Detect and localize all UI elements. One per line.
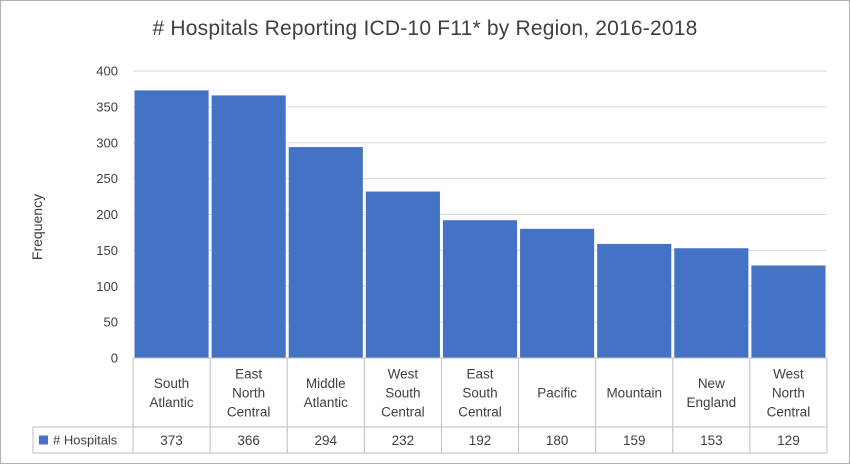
y-tick-300: 300 xyxy=(96,135,118,150)
bar-0 xyxy=(134,90,209,358)
value-label-5: 180 xyxy=(546,433,569,448)
legend-swatch xyxy=(39,435,48,445)
bar-7 xyxy=(674,248,749,358)
category-label-line: West xyxy=(388,367,419,382)
value-label-3: 232 xyxy=(392,433,415,448)
y-tick-100: 100 xyxy=(96,279,118,294)
value-label-2: 294 xyxy=(315,433,338,448)
category-label-4: East South Central xyxy=(458,367,502,420)
category-label-line: Middle xyxy=(306,376,346,391)
category-label-line: North xyxy=(772,386,805,401)
value-label-7: 153 xyxy=(700,433,723,448)
bars xyxy=(134,90,826,359)
category-label-line: Central xyxy=(458,405,502,420)
category-label-line: Central xyxy=(381,405,425,420)
value-label-4: 192 xyxy=(469,433,492,448)
category-label-8: West North Central xyxy=(767,367,811,420)
category-label-line: Central xyxy=(227,405,271,420)
category-label-line: New xyxy=(698,376,725,391)
y-tick-150: 150 xyxy=(96,243,118,258)
data-table: South Atlantic East North Central Middle Atlan… xyxy=(32,357,828,454)
category-label-line: England xyxy=(687,395,737,410)
category-label-5: Pacific xyxy=(537,386,577,401)
category-label-line: East xyxy=(466,367,493,382)
category-label-line: West xyxy=(773,367,804,382)
y-tick-400: 400 xyxy=(96,64,118,79)
category-label-3: West South Central xyxy=(381,367,425,420)
category-label-6: Mountain xyxy=(606,386,662,401)
y-tick-350: 350 xyxy=(96,99,118,114)
category-label-line: Central xyxy=(767,405,811,420)
bar-6 xyxy=(597,243,672,358)
bar-3 xyxy=(365,191,440,358)
bar-5 xyxy=(520,228,595,358)
category-label-line: Atlantic xyxy=(149,395,194,410)
y-tick-200: 200 xyxy=(96,207,118,222)
legend-series-name: # Hospitals xyxy=(53,433,118,448)
y-tick-50: 50 xyxy=(104,315,118,330)
category-label-line: East xyxy=(235,367,262,382)
category-label-line: South xyxy=(154,376,189,391)
category-label-1: East North Central xyxy=(227,367,271,420)
category-label-line: South xyxy=(462,386,497,401)
value-label-0: 373 xyxy=(160,433,183,448)
bar-1 xyxy=(211,95,286,359)
value-label-6: 159 xyxy=(623,433,646,448)
bar-8 xyxy=(751,265,826,358)
category-label-line: South xyxy=(385,386,420,401)
category-label-2: Middle Atlantic xyxy=(304,376,349,410)
value-label-8: 129 xyxy=(777,433,800,448)
category-label-line: Pacific xyxy=(537,386,577,401)
category-label-0: South Atlantic xyxy=(149,376,194,410)
y-tick-250: 250 xyxy=(96,171,118,186)
category-label-line: Mountain xyxy=(606,386,662,401)
bar-4 xyxy=(442,220,518,358)
category-label-line: North xyxy=(232,386,265,401)
category-label-7: New England xyxy=(687,376,737,410)
bar-2 xyxy=(288,147,363,358)
value-label-1: 366 xyxy=(237,433,260,448)
y-tick-labels: 0 50 100 150 200 250 300 350 400 xyxy=(96,64,118,366)
category-label-line: Atlantic xyxy=(304,395,349,410)
chart-title: # Hospitals Reporting ICD-10 F11* by Reg… xyxy=(152,17,698,40)
y-tick-0: 0 xyxy=(111,351,118,366)
